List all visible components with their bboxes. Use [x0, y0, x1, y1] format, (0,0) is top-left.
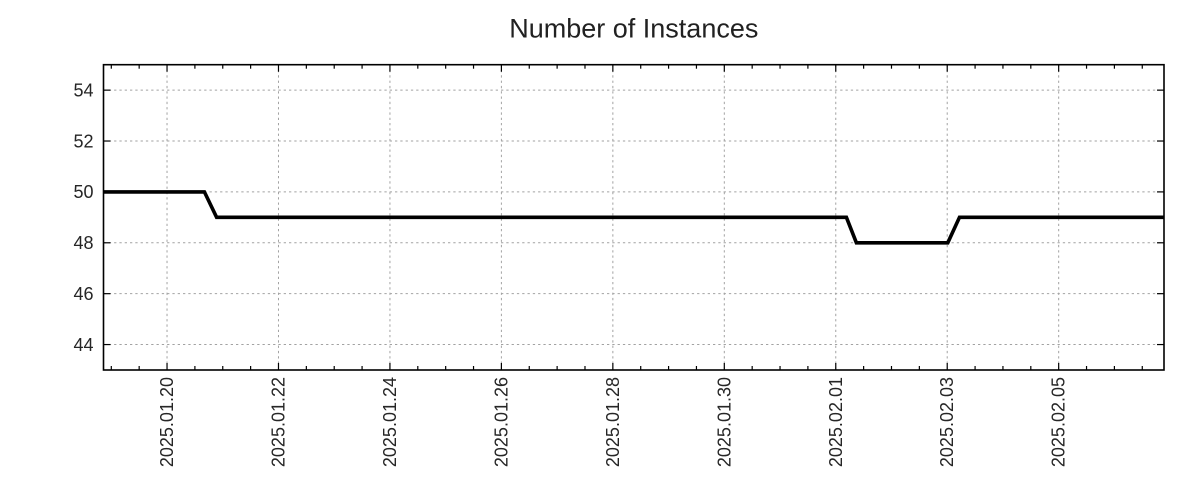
x-tick-label: 2025.01.26 — [491, 377, 511, 467]
y-tick-label: 46 — [73, 284, 93, 304]
x-tick-label: 2025.02.01 — [826, 377, 846, 467]
series-layer — [103, 190, 1164, 245]
x-tick-label: 2025.01.30 — [714, 377, 734, 467]
x-tick-label: 2025.01.22 — [268, 377, 288, 467]
grid-layer — [103, 64, 1164, 370]
x-tick-label: 2025.02.05 — [1049, 377, 1069, 467]
x-tick-label: 2025.01.24 — [380, 377, 400, 467]
y-tick-label: 50 — [73, 182, 93, 202]
x-tick-label: 2025.02.03 — [937, 377, 957, 467]
axis-layer: 44 46 48 50 52 54 2025.01.20 2025.01.22 2025.01.… — [73, 63, 1165, 467]
x-tick-label: 2025.01.20 — [157, 377, 177, 467]
x-tick-label: 2025.01.28 — [603, 377, 623, 467]
chart-title: Number of Instances — [509, 14, 758, 44]
y-tick-label: 48 — [73, 233, 93, 253]
y-tick-label: 52 — [73, 131, 93, 151]
y-tick-label: 44 — [73, 335, 93, 355]
y-tick-label: 54 — [73, 80, 93, 100]
series-line — [103, 190, 1164, 245]
